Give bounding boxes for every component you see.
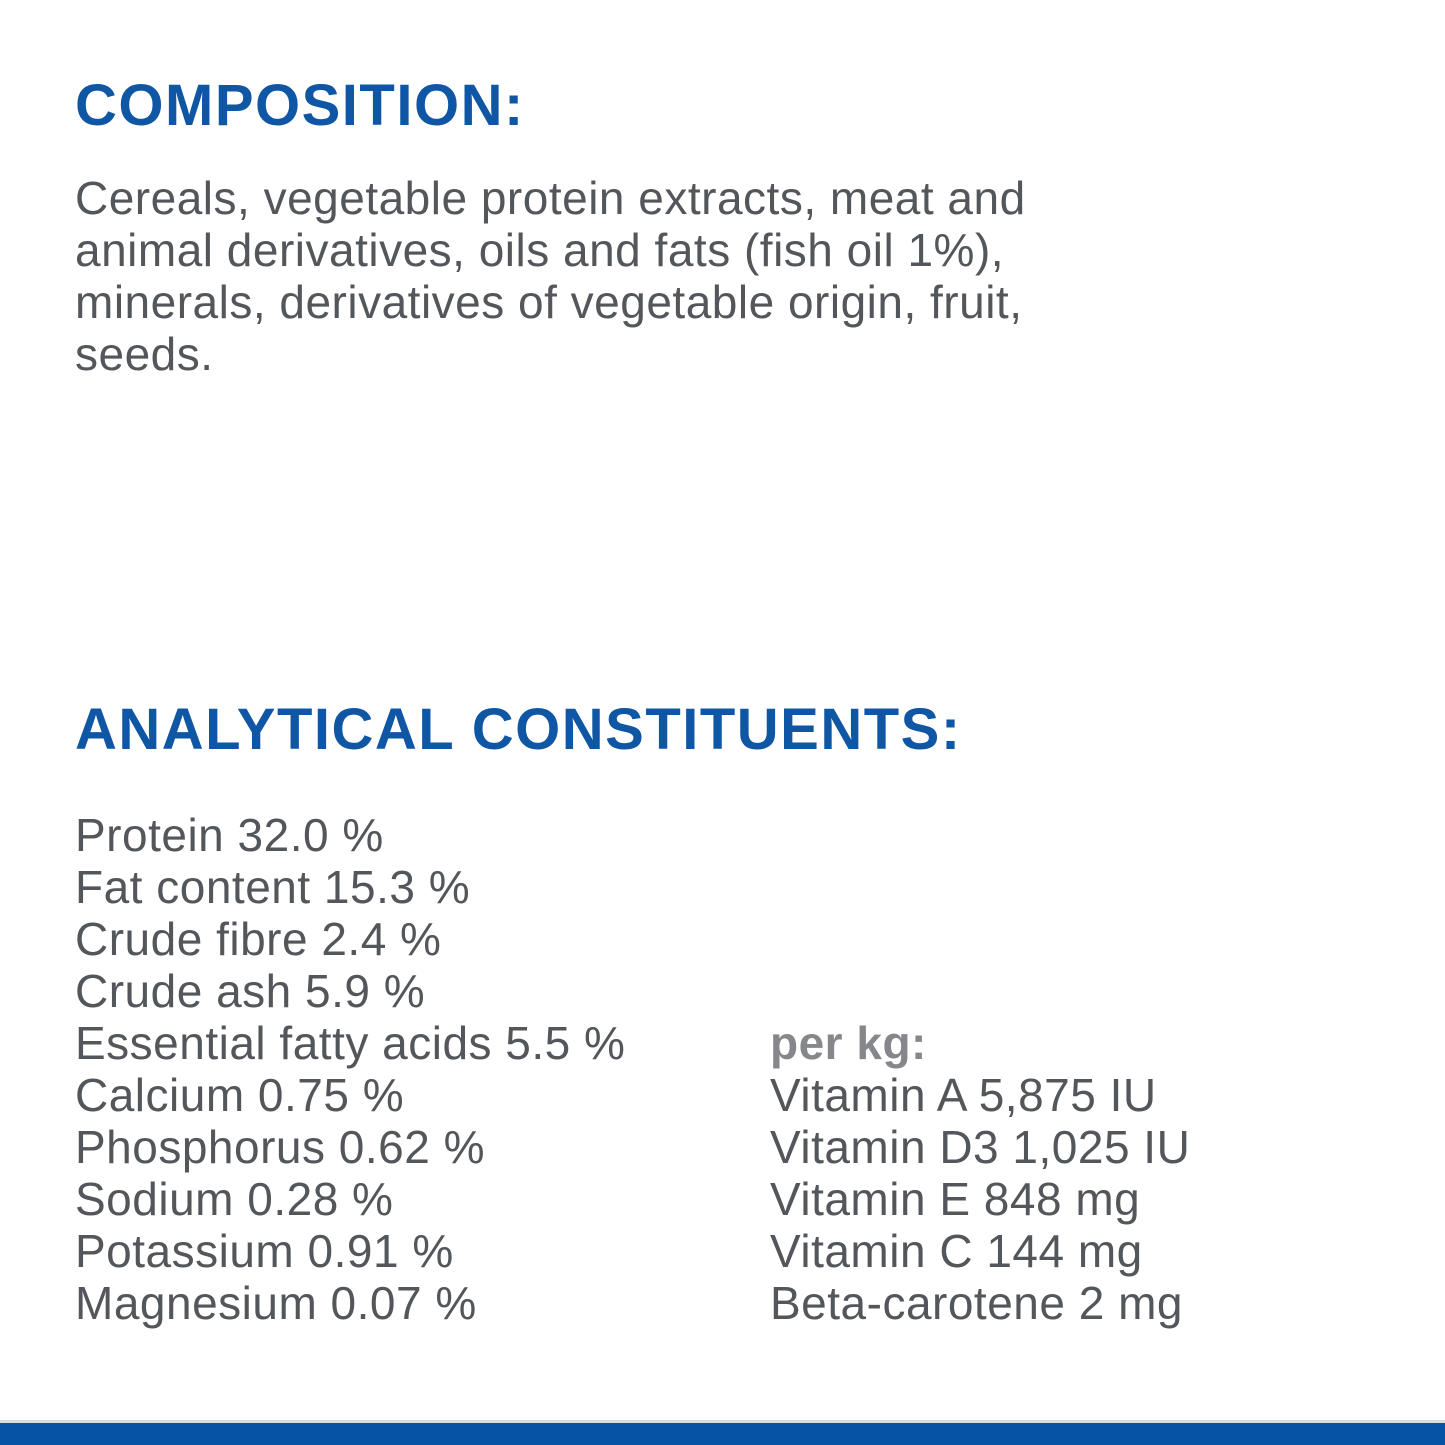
vitamin-item-vitamin-e: Vitamin E 848 mg bbox=[770, 1173, 1141, 1225]
analytical-item-calcium: Calcium 0.75 % bbox=[75, 1069, 405, 1121]
analytical-item-sodium: Sodium 0.28 % bbox=[75, 1173, 394, 1225]
composition-heading: COMPOSITION: bbox=[75, 73, 525, 138]
analytical-constituents-heading: ANALYTICAL CONSTITUENTS: bbox=[75, 697, 962, 762]
composition-line: animal derivatives, oils and fats (fish … bbox=[75, 224, 1005, 276]
footer-brand-bar bbox=[0, 1420, 1445, 1445]
analytical-item-crude-ash: Crude ash 5.9 % bbox=[75, 965, 426, 1017]
analytical-item-crude-fibre: Crude fibre 2.4 % bbox=[75, 913, 442, 965]
composition-paragraph: Cereals, vegetable protein extracts, mea… bbox=[75, 172, 1026, 380]
analytical-item-essential-fatty-acids: Essential fatty acids 5.5 % bbox=[75, 1017, 626, 1069]
composition-line: minerals, derivatives of vegetable origi… bbox=[75, 276, 1023, 328]
vitamin-item-beta-carotene: Beta-carotene 2 mg bbox=[770, 1277, 1184, 1329]
analytical-item-fat-content: Fat content 15.3 % bbox=[75, 861, 471, 913]
analytical-item-phosphorus: Phosphorus 0.62 % bbox=[75, 1121, 485, 1173]
per-kg-header: per kg: bbox=[770, 1017, 927, 1069]
composition-line: seeds. bbox=[75, 328, 214, 380]
analytical-item-potassium: Potassium 0.91 % bbox=[75, 1225, 454, 1277]
analytical-right-column: per kg: Vitamin A 5,875 IU Vitamin D3 1,… bbox=[770, 1017, 1190, 1329]
analytical-left-column: Protein 32.0 % Fat content 15.3 % Crude … bbox=[75, 809, 625, 1329]
vitamin-item-vitamin-a: Vitamin A 5,875 IU bbox=[770, 1069, 1157, 1121]
analytical-item-protein: Protein 32.0 % bbox=[75, 809, 384, 861]
vitamin-item-vitamin-c: Vitamin C 144 mg bbox=[770, 1225, 1143, 1277]
analytical-item-magnesium: Magnesium 0.07 % bbox=[75, 1277, 477, 1329]
vitamin-item-vitamin-d3: Vitamin D3 1,025 IU bbox=[770, 1121, 1191, 1173]
composition-line: Cereals, vegetable protein extracts, mea… bbox=[75, 172, 1026, 224]
